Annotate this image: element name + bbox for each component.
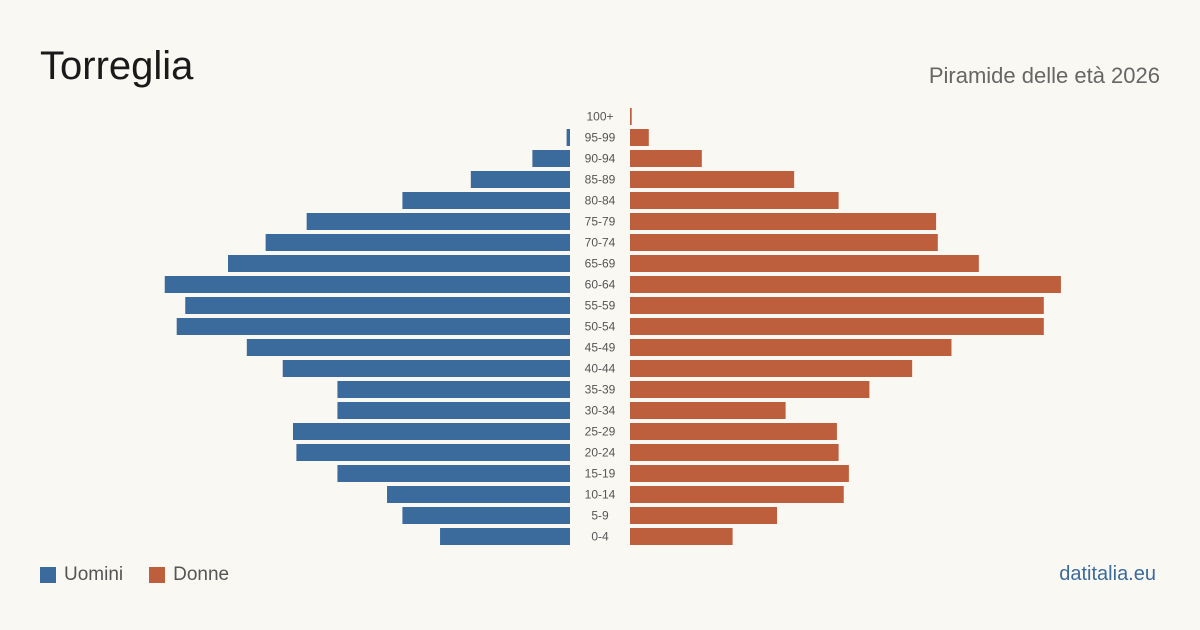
age-group-label: 70-74 [585, 236, 616, 250]
bar-women-25-29 [630, 423, 837, 440]
legend-swatch-men [40, 567, 56, 583]
bar-men-30-34 [337, 402, 570, 419]
legend-item-women: Donne [149, 564, 229, 586]
bar-women-0-4 [630, 528, 733, 545]
bar-men-75-79 [306, 213, 570, 230]
age-group-label: 90-94 [585, 152, 616, 166]
bar-men-55-59 [185, 297, 570, 314]
bar-men-35-39 [337, 381, 570, 398]
age-group-label: 85-89 [585, 173, 616, 187]
bar-men-80-84 [402, 192, 570, 209]
bar-women-80-84 [630, 192, 839, 209]
age-group-label: 15-19 [585, 467, 616, 481]
bar-women-60-64 [630, 276, 1061, 293]
bar-men-60-64 [164, 276, 571, 293]
age-group-label: 80-84 [585, 194, 616, 208]
bar-men-95-99 [566, 129, 570, 146]
age-group-label: 35-39 [585, 383, 616, 397]
bar-women-10-14 [630, 486, 844, 503]
age-group-label: 30-34 [585, 404, 616, 418]
legend-item-men: Uomini [40, 564, 123, 586]
age-group-label: 95-99 [585, 131, 616, 145]
age-group-label: 20-24 [585, 446, 616, 460]
age-group-label: 50-54 [585, 320, 616, 334]
bar-women-85-89 [630, 171, 795, 188]
bar-men-45-49 [246, 339, 570, 356]
bar-men-25-29 [292, 423, 570, 440]
age-group-label: 55-59 [585, 299, 616, 313]
bar-women-90-94 [630, 150, 702, 167]
bar-women-50-54 [630, 318, 1044, 335]
bar-men-20-24 [296, 444, 570, 461]
age-group-label: 5-9 [591, 509, 609, 523]
bar-men-10-14 [387, 486, 570, 503]
age-group-label: 75-79 [585, 215, 616, 229]
age-group-label: 25-29 [585, 425, 616, 439]
bar-women-30-34 [630, 402, 786, 419]
bar-men-5-9 [402, 507, 570, 524]
legend-label-women: Donne [173, 564, 230, 585]
bar-men-85-89 [470, 171, 570, 188]
age-group-label: 60-64 [585, 278, 616, 292]
bar-women-95-99 [630, 129, 649, 146]
bar-men-40-44 [282, 360, 570, 377]
bar-women-20-24 [630, 444, 839, 461]
bar-men-90-94 [532, 150, 570, 167]
bar-women-65-69 [630, 255, 979, 272]
bar-women-75-79 [630, 213, 937, 230]
bar-men-65-69 [228, 255, 570, 272]
bar-women-35-39 [630, 381, 870, 398]
bar-women-70-74 [630, 234, 938, 251]
bar-women-100+ [630, 108, 632, 125]
chart-legend: Uomini Donne [40, 564, 255, 586]
chart-subtitle: Piramide delle età 2026 [928, 63, 1160, 88]
bar-women-45-49 [630, 339, 952, 356]
age-group-label: 40-44 [585, 362, 616, 376]
age-group-label: 0-4 [591, 530, 609, 544]
source-link[interactable]: datitalia.eu [1059, 563, 1156, 585]
bar-men-70-74 [265, 234, 570, 251]
bar-men-0-4 [440, 528, 570, 545]
legend-label-men: Uomini [64, 564, 124, 585]
age-group-label: 45-49 [585, 341, 616, 355]
bar-women-5-9 [630, 507, 778, 524]
bar-men-50-54 [176, 318, 570, 335]
bar-women-55-59 [630, 297, 1044, 314]
legend-swatch-women [149, 567, 166, 583]
age-group-label: 100+ [586, 110, 613, 124]
age-group-label: 10-14 [585, 488, 616, 502]
age-group-label: 65-69 [585, 257, 616, 271]
chart-title: Torreglia [40, 44, 194, 88]
bar-men-15-19 [337, 465, 570, 482]
bar-women-15-19 [630, 465, 849, 482]
bar-women-40-44 [630, 360, 913, 377]
